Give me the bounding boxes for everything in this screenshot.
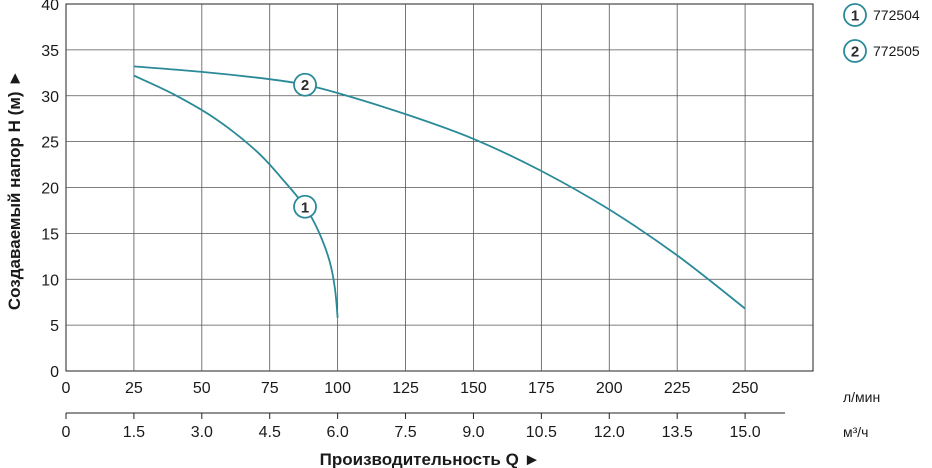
x-unit-primary: л/мин	[843, 389, 880, 405]
x-unit-secondary: м³/ч	[843, 424, 868, 440]
curve-1	[133, 74, 339, 318]
curve-2	[133, 65, 746, 310]
y-axis-ticks: 0 5 10 15 20 25 30 35 40	[41, 0, 59, 381]
x-tick-label-primary: 150	[460, 380, 487, 397]
marker-label: 2	[301, 77, 309, 94]
chart-legend: 1 772504 2 772505	[843, 3, 920, 63]
x-tick-label-primary: 200	[596, 380, 623, 397]
curve-marker-1: 1	[293, 194, 317, 219]
x-tick-label-secondary: 10.5	[526, 424, 557, 441]
x-tick-label-secondary: 7.5	[394, 424, 416, 441]
x-tick-label-primary: 75	[261, 380, 279, 397]
chart-curves	[133, 65, 746, 318]
marker-label: 1	[301, 199, 309, 216]
secondary-x-axis-tickmarks	[65, 413, 746, 419]
marker-circle	[293, 194, 317, 219]
x-axis-ticks-primary: 0 25 50 75 100 125 150 175 200 225 250	[62, 380, 759, 397]
y-tick-label: 25	[41, 135, 59, 152]
x-axis-ticks-secondary: 0 1.5 3.0 4.5 6.0 7.5 9.0 10.5 12.0 13.5 15.0	[62, 424, 761, 441]
x-tick-label-secondary: 1.5	[123, 424, 145, 441]
x-tick-label-primary: 100	[324, 380, 351, 397]
x-tick-label-secondary: 12.0	[594, 424, 625, 441]
marker-circle	[843, 3, 867, 27]
x-tick-label-secondary: 15.0	[730, 424, 761, 441]
y-tick-label: 10	[41, 272, 59, 289]
y-tick-label: 5	[50, 318, 59, 335]
y-tick-label: 20	[41, 181, 59, 198]
x-tick-label-secondary: 9.0	[462, 424, 484, 441]
x-tick-label-primary: 225	[664, 380, 691, 397]
y-tick-label: 30	[41, 89, 59, 106]
legend-badge-2: 2	[843, 39, 867, 63]
curve-marker-2: 2	[293, 72, 317, 97]
y-tick-label: 0	[50, 364, 59, 381]
x-tick-label-secondary: 4.5	[259, 424, 281, 441]
marker-label: 1	[851, 8, 859, 25]
legend-label-2: 772505	[873, 43, 920, 59]
x-tick-label-primary: 50	[193, 380, 211, 397]
x-tick-label-primary: 0	[62, 380, 71, 397]
x-axis-title: Производительность Q ►	[320, 450, 541, 468]
x-tick-label-secondary: 0	[62, 424, 71, 441]
x-tick-label-primary: 175	[528, 380, 555, 397]
x-tick-label-primary: 25	[125, 380, 143, 397]
y-tick-label: 15	[41, 226, 59, 243]
marker-label: 2	[851, 44, 859, 61]
x-tick-label-primary: 250	[732, 380, 759, 397]
y-tick-label: 35	[41, 43, 59, 60]
chart-grid	[65, 3, 814, 372]
legend-label-1: 772504	[873, 7, 920, 23]
x-tick-label-secondary: 3.0	[191, 424, 213, 441]
y-tick-label: 40	[41, 0, 59, 14]
marker-circle	[293, 72, 317, 97]
x-tick-label-secondary: 13.5	[662, 424, 693, 441]
legend-badge-1: 1	[843, 3, 867, 27]
y-axis-title: Создаваемый напор H (м) ►	[5, 70, 24, 310]
x-tick-label-primary: 125	[392, 380, 419, 397]
marker-circle	[843, 39, 867, 63]
curve-markers: 12	[293, 72, 317, 219]
x-tick-label-secondary: 6.0	[327, 424, 349, 441]
